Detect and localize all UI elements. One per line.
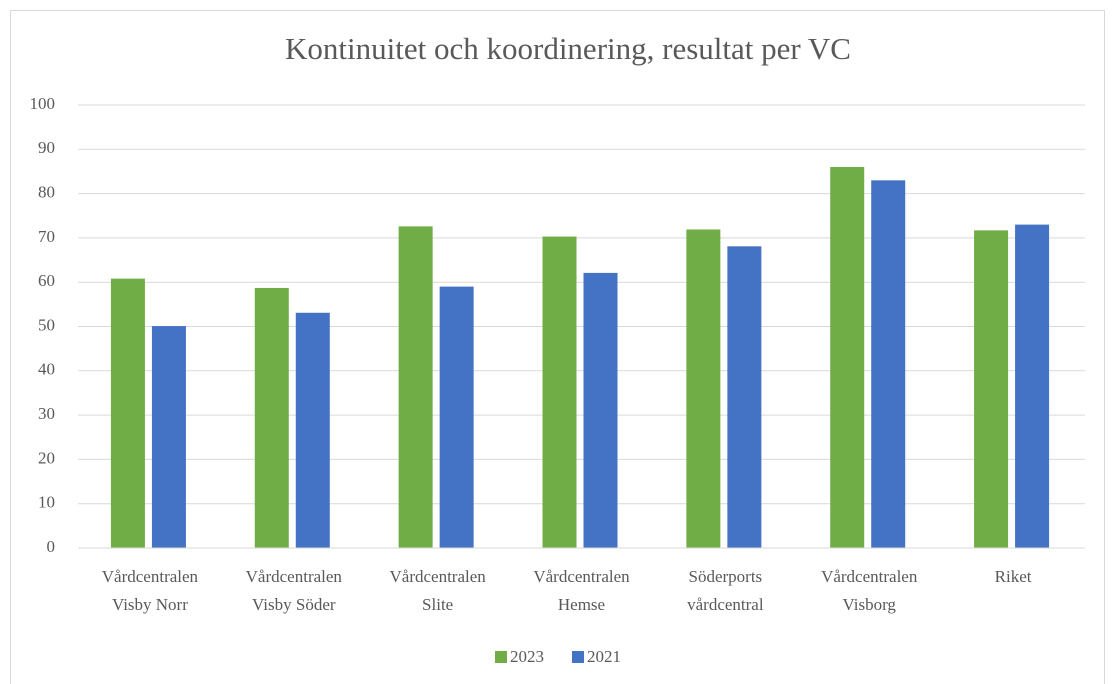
bar xyxy=(151,326,186,548)
y-tick-label: 10 xyxy=(38,493,55,512)
y-tick-label: 100 xyxy=(30,94,56,113)
bar xyxy=(542,236,577,549)
chart-title: Kontinuitet och koordinering, resultat p… xyxy=(285,31,851,66)
x-tick-label: Vårdcentralen Visborg xyxy=(821,567,918,614)
y-tick-label: 20 xyxy=(38,448,55,467)
bar xyxy=(974,230,1009,548)
bar xyxy=(830,167,865,548)
legend-label: 2021 xyxy=(587,647,621,666)
legend-label: 2023 xyxy=(510,647,544,666)
bar xyxy=(727,246,762,548)
x-tick-label: Vårdcentralen Visby Norr xyxy=(102,567,199,614)
bar xyxy=(398,226,433,548)
x-tick-label: Riket xyxy=(995,567,1032,586)
y-tick-label: 70 xyxy=(38,227,55,246)
y-tick-label: 80 xyxy=(38,183,55,202)
bar xyxy=(254,287,289,548)
legend-swatch xyxy=(495,651,507,663)
y-tick-label: 30 xyxy=(38,404,55,423)
bar xyxy=(439,286,474,548)
x-tick-label: Vårdcentralen Visby Söder xyxy=(246,567,343,614)
bar xyxy=(1015,224,1050,549)
bar xyxy=(583,272,618,548)
x-tick-label: Vårdcentralen Slite xyxy=(390,567,487,614)
bar xyxy=(110,278,145,548)
y-tick-label: 0 xyxy=(47,537,56,556)
y-tick-label: 40 xyxy=(38,360,55,379)
bar xyxy=(871,180,906,548)
legend-swatch xyxy=(572,651,584,663)
y-tick-label: 50 xyxy=(38,315,55,334)
bar xyxy=(686,229,721,548)
y-tick-label: 90 xyxy=(38,138,55,157)
bar xyxy=(295,312,330,548)
y-tick-label: 60 xyxy=(38,271,55,290)
x-tick-label: Söderports vårdcentral xyxy=(687,567,764,614)
x-tick-label: Vårdcentralen Hemse xyxy=(533,567,630,614)
